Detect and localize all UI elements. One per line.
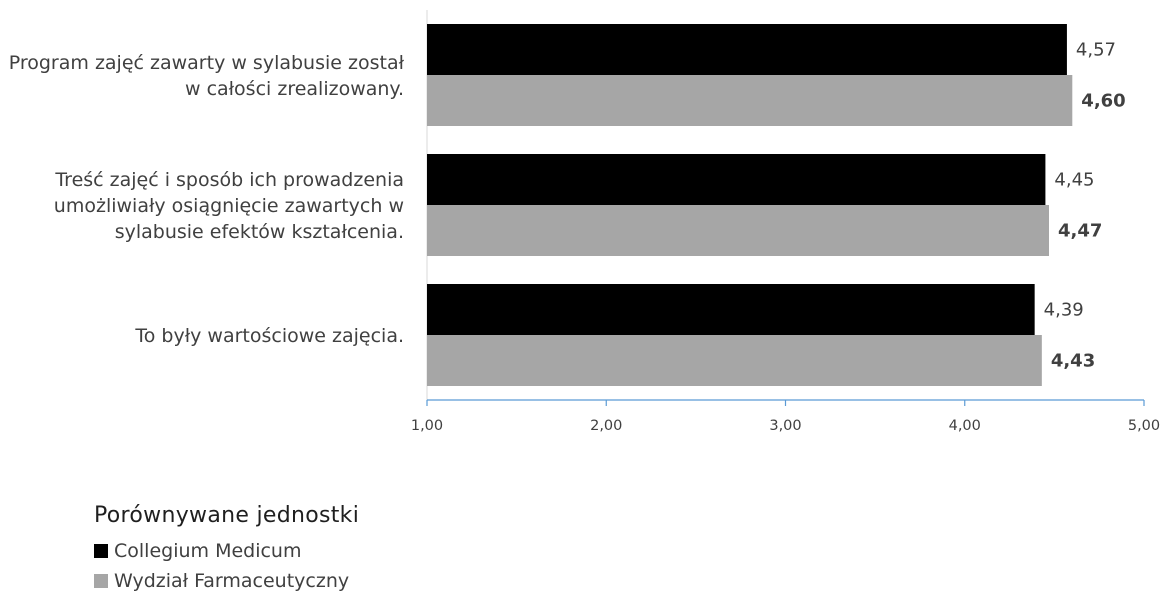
category-label: sylabusie efektów kształcenia. [115, 221, 404, 243]
legend-swatch [94, 544, 108, 558]
data-label: 4,57 [1076, 40, 1116, 61]
category-label: Program zajęć zawarty w sylabusie został [9, 52, 405, 74]
bar-wydzial-farmaceutyczny [427, 335, 1042, 386]
bar-chart: 4,57 4,45 4,39 4,60 4,47 4,43 Program zajęć za… [9, 10, 1160, 434]
bar-collegium-medicum [427, 284, 1035, 335]
category-label: Treść zajęć i sposób ich prowadzenia [54, 169, 404, 191]
category-label: umożliwiały osiągnięcie zawartych w [54, 195, 404, 217]
legend-title: Porównywane jednostki [94, 503, 360, 528]
x-tick-label: 5,00 [1128, 418, 1160, 434]
legend-swatch [94, 574, 108, 588]
bar-wydzial-farmaceutyczny [427, 205, 1049, 256]
legend-label: Wydział Farmaceutyczny [114, 570, 350, 592]
legend-label: Collegium Medicum [114, 540, 302, 562]
data-label: 4,60 [1081, 91, 1125, 112]
data-label: 4,39 [1044, 300, 1084, 321]
x-tick-label: 1,00 [411, 418, 443, 434]
x-tick-label: 4,00 [949, 418, 981, 434]
data-label: 4,47 [1058, 221, 1102, 242]
legend-item-collegium-medicum: Collegium Medicum [94, 536, 359, 566]
bar-collegium-medicum [427, 154, 1046, 205]
bar-wydzial-farmaceutyczny [427, 75, 1073, 126]
category-label: To były wartościowe zajęcia. [134, 325, 404, 347]
bar-collegium-medicum [427, 24, 1067, 75]
data-label: 4,43 [1051, 351, 1095, 372]
legend-item-wydzial-farmaceutyczny: Wydział Farmaceutyczny [94, 566, 359, 596]
data-label: 4,45 [1054, 170, 1094, 191]
x-tick-label: 3,00 [769, 418, 801, 434]
x-tick-label: 2,00 [590, 418, 622, 434]
legend: Porównywane jednostki Collegium Medicum … [94, 503, 359, 596]
category-label: w całości zrealizowany. [185, 78, 404, 100]
